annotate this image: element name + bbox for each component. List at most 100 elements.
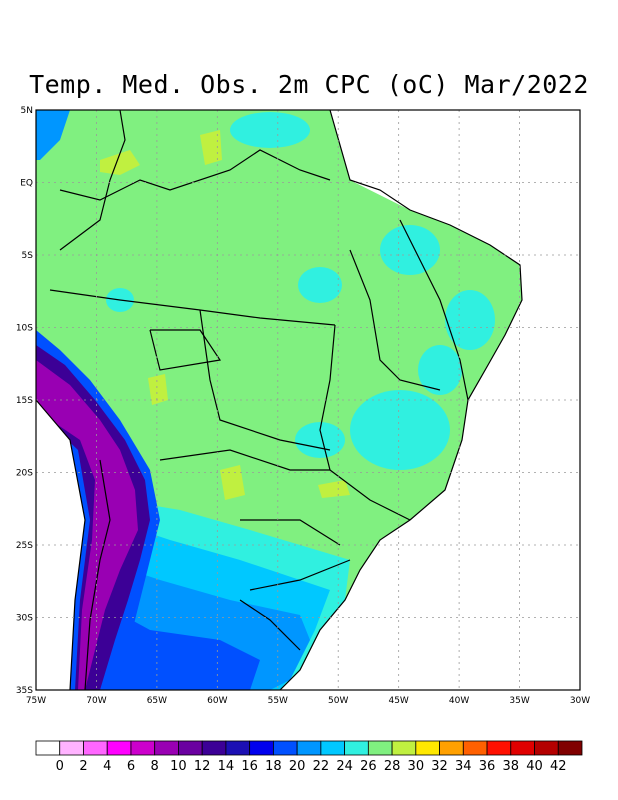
colorbar-label: 22 [313,759,330,774]
lon-tick-label: 45W [388,696,408,706]
lat-tick-label: 10S [16,324,33,334]
colorbar-swatch [59,740,84,756]
colorbar-label: 16 [241,759,258,774]
cyan-patch-6 [380,225,440,275]
colorbar-swatch [320,740,346,756]
colorbar-label: 18 [265,759,282,774]
colorbar-swatch [344,740,369,756]
colorbar-swatch [225,740,251,756]
colorbar-swatch [415,740,440,756]
lon-tick-label: 30W [570,696,590,706]
pacific-coast [36,399,86,690]
colorbar-label: 8 [151,759,159,774]
lon-tick-label: 75W [26,696,46,706]
lat-tick-label: 5N [21,106,33,116]
colorbar-swatch [391,740,417,756]
lat-tick-label: 25S [16,541,33,551]
cyan-patch-2 [298,267,342,303]
colorbar-label: 42 [550,759,567,774]
colorbar-swatch [272,740,298,756]
lon-tick-label: 60W [207,696,227,706]
andes-band-inner [36,360,138,690]
cyan-patch-4 [350,390,450,470]
colorbar-swatch [201,740,227,756]
colorbar-label: 32 [431,759,448,774]
warm-spot-west [148,374,168,405]
colorbar-swatch [367,740,393,756]
state-line-9 [59,110,126,251]
colorbar-swatch [534,740,559,756]
graticule [36,110,580,690]
state-line-11 [84,459,111,690]
colorbar-swatch [106,740,132,756]
colorbar-label: 34 [455,759,472,774]
lon-tick-label: 35W [509,696,529,706]
brazil-border [59,149,331,201]
state-line-8 [349,249,441,391]
colorbar-swatch [130,740,156,756]
map-frame [35,109,581,691]
colorbar-label: 36 [479,759,496,774]
cyan-patch-5 [295,422,345,458]
lon-tick-label: 70W [86,696,106,706]
colorbar-swatch [154,740,179,756]
state-line-2 [199,309,331,451]
state-line-4 [159,449,330,471]
colorbar-label: 26 [360,759,377,774]
colorbar-swatch [249,740,274,756]
cyan-patch-3 [418,345,462,395]
state-line-5 [240,519,341,546]
colorbar-label: 12 [194,759,211,774]
coastline [279,110,523,690]
lon-tick-label: 65W [147,696,167,706]
lat-tick-label: 35S [16,686,33,696]
colorbar-swatch [557,740,583,756]
northwest-cool [36,110,70,160]
colorbar-label: 30 [408,759,425,774]
colorbar-label: 28 [384,759,401,774]
map-title: Temp. Med. Obs. 2m CPC (oC) Mar/2022 [29,70,589,99]
colorbar-swatch [439,740,464,756]
colorbar-swatch [178,740,203,756]
lon-tick-label: 55W [268,696,288,706]
colorbar-swatch [83,740,108,756]
latitude-labels: 5N EQ 5S 10S 15S 20S 25S 30S 35S [16,106,33,696]
warm-spot-pantanal [220,465,245,500]
colorbar-label: 20 [289,759,306,774]
lat-tick-label: 30S [16,614,33,624]
longitude-labels: 75W 70W 65W 60W 55W 50W 45W 40W 35W 30W [26,696,590,706]
colorbar-label: 40 [526,759,543,774]
state-line-6 [249,559,351,591]
andes-band-mid [36,345,150,690]
warm-spot-south [318,480,350,498]
lat-tick-label: 5S [22,251,34,261]
warm-spot-guiana [200,130,222,165]
colorbar-label: 6 [127,759,135,774]
colorbar-swatch [462,740,488,756]
colorbar-swatch [296,740,322,756]
cyan-patch-7 [445,290,495,350]
colorbar-label: 10 [170,759,187,774]
colorbar-swatch [486,740,512,756]
colorbar-label: 38 [503,759,520,774]
warm-spot-north [100,150,140,175]
lat-tick-label: 15S [16,396,33,406]
state-line-3 [319,324,411,521]
lat-tick-label: 20S [16,469,33,479]
colorbar-label: 4 [103,759,111,774]
cyan-patch-8 [230,112,310,148]
lon-tick-label: 50W [328,696,348,706]
lat-tick-label: EQ [20,179,33,189]
colorbar-label: 2 [79,759,87,774]
colorbar-label: 14 [218,759,235,774]
colorbar-label: 24 [336,759,353,774]
political-boundaries [36,110,523,690]
state-line-12 [239,599,301,651]
lon-tick-label: 40W [449,696,469,706]
colorbar-swatch [35,740,61,756]
state-line-7 [399,219,469,401]
colorbar: 0 2 4 6 8 10 12 14 16 18 20 22 24 26 28 30 32 34 36 38 40 42 [35,740,583,774]
colorbar-label: 0 [56,759,64,774]
colorbar-swatch [510,740,535,756]
